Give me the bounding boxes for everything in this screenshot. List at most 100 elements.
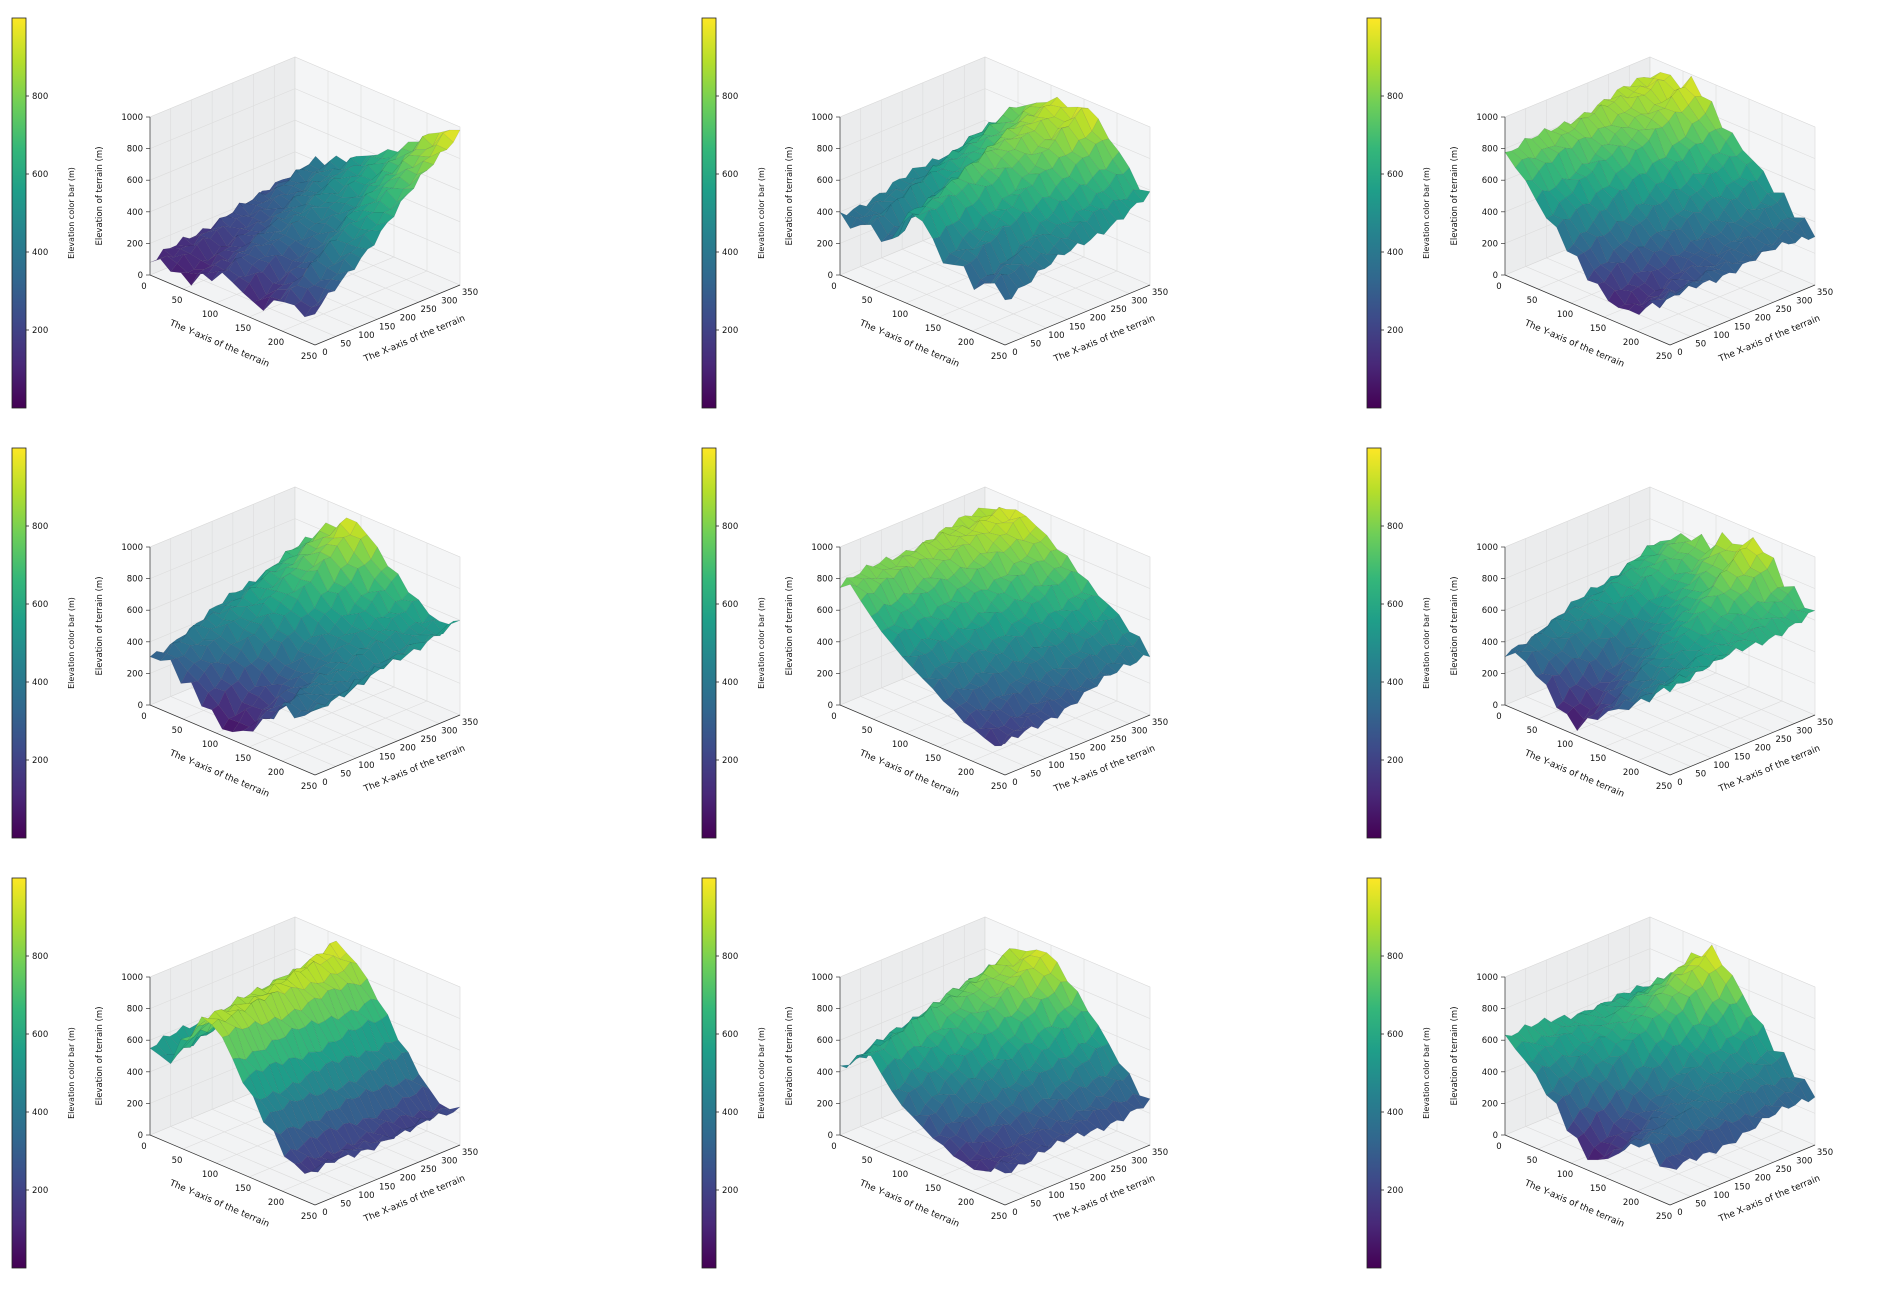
terrain-surface	[149, 129, 461, 318]
z-axis-label: Elevation of terrain (m)	[95, 146, 105, 245]
x-tick-label: 0	[1677, 1208, 1682, 1218]
x-tick-label: 100	[358, 1191, 374, 1201]
z-tick-label: 200	[1482, 239, 1498, 249]
terrain-surface-plot: 200 400 600 800 Elevation color bar (m) 0 200 4…	[11, 447, 478, 839]
x-tick-label: 50	[340, 339, 351, 349]
x-tick-label: 250	[420, 1165, 436, 1175]
colorbar	[701, 877, 717, 1269]
surface-facet	[443, 1106, 461, 1113]
z-tick-label: 400	[1482, 208, 1498, 218]
z-tick-label: 400	[127, 208, 143, 218]
x-tick-label: 200	[400, 314, 416, 324]
surface-facet	[1758, 244, 1777, 253]
terrain-surface-plot: 200 400 600 800 Elevation color bar (m) 0 200 4…	[701, 447, 1168, 839]
gridline	[149, 549, 296, 611]
x-tick-label: 300	[441, 297, 457, 307]
y-axis-line	[149, 1134, 316, 1206]
surface-facet	[1086, 1110, 1105, 1132]
y-tick-label: 250	[991, 782, 1007, 792]
surface-facet	[1033, 253, 1052, 270]
colorbar-tick-label: 600	[722, 170, 738, 180]
y-tick-label: 50	[862, 1156, 873, 1166]
x-tick-label: 250	[1110, 305, 1126, 315]
y-tick-label: 150	[1590, 1184, 1606, 1194]
z-tick-label: 600	[127, 176, 143, 186]
surface-facet	[1066, 1123, 1085, 1137]
z-tick-label: 0	[138, 701, 143, 711]
z-axis-label: Elevation of terrain (m)	[1450, 1006, 1460, 1105]
colorbar	[1366, 877, 1382, 1269]
gridline	[149, 948, 296, 1009]
gridline	[149, 151, 296, 213]
y-tick-label: 50	[172, 726, 183, 736]
surface-facet	[1751, 626, 1770, 646]
gridline	[971, 1130, 1118, 1192]
z-tick-label: 800	[127, 1005, 143, 1015]
z-tick-label: 200	[817, 239, 833, 249]
gridline	[860, 1126, 1026, 1197]
colorbar-tick-label: 800	[1387, 92, 1403, 102]
gridline	[149, 518, 296, 579]
z-tick-label: 0	[1493, 701, 1498, 711]
y-tick-label: 250	[301, 1212, 317, 1222]
z-tick-label: 400	[817, 1068, 833, 1078]
z-tick-label: 600	[127, 1036, 143, 1046]
terrain-surface-plot: 200 400 600 800 Elevation color bar (m) 0 200 4…	[701, 877, 1168, 1269]
z-tick-label: 200	[1482, 1099, 1498, 1109]
surface-facet	[1106, 663, 1124, 673]
x-tick-label: 100	[358, 331, 374, 341]
x-tick-label: 150	[1069, 322, 1085, 332]
x-tick-label: 300	[441, 1157, 457, 1167]
x-tick-label: 150	[1734, 1182, 1750, 1192]
colorbar-tick-label: 400	[1387, 1108, 1403, 1118]
x-tick-label: 350	[462, 288, 478, 298]
surface-facet	[1698, 1129, 1717, 1155]
surface-facet	[1126, 645, 1144, 663]
surface-facet	[1053, 697, 1072, 709]
z-axis-label: Elevation of terrain (m)	[1450, 146, 1460, 245]
y-tick-label: 100	[1557, 1170, 1573, 1180]
surface-facet	[1126, 1093, 1144, 1110]
z-tick-label: 0	[828, 701, 833, 711]
y-axis-line	[149, 274, 316, 346]
surface-facet	[1132, 189, 1151, 203]
surface-facet	[1771, 1097, 1789, 1109]
surface-facet	[304, 303, 323, 318]
terrain-surface	[149, 940, 461, 1174]
terrain-surface	[839, 96, 1151, 301]
z-tick-label: 800	[817, 575, 833, 585]
colorbar-tick-label: 800	[722, 92, 738, 102]
y-tick-label: 150	[1590, 324, 1606, 334]
x-tick-label: 300	[1796, 1157, 1812, 1167]
x-tick-label: 100	[1048, 331, 1064, 341]
y-axis-label: The Y-axis of the terrain	[857, 1178, 961, 1230]
y-tick-label: 250	[991, 1212, 1007, 1222]
x-tick-label: 200	[1755, 744, 1771, 754]
colorbar-tick-label: 200	[1387, 1186, 1403, 1196]
x-tick-label: 300	[1131, 297, 1147, 307]
y-axis-line	[1504, 704, 1671, 776]
colorbar	[1366, 17, 1382, 409]
x-tick-label: 350	[1817, 1148, 1833, 1158]
terrain-surface	[1504, 531, 1816, 732]
surface-facet	[1126, 189, 1144, 204]
z-tick-label: 1000	[121, 973, 143, 983]
surface-facet	[1106, 1100, 1124, 1122]
x-tick-label: 0	[322, 1208, 327, 1218]
terrain-surface-plot: 200 400 600 800 Elevation color bar (m) 0 200 4…	[1366, 877, 1833, 1269]
x-tick-label: 100	[1713, 1191, 1729, 1201]
colorbar-label: Elevation color bar (m)	[67, 597, 76, 689]
x-tick-label: 0	[1677, 348, 1682, 358]
surface-facet	[1007, 730, 1026, 739]
surface-facet	[1046, 245, 1065, 256]
z-tick-label: 1000	[1476, 973, 1498, 983]
x-tick-label: 150	[379, 1182, 395, 1192]
z-tick-label: 0	[828, 271, 833, 281]
y-axis-label: The Y-axis of the terrain	[1522, 748, 1626, 800]
x-tick-label: 100	[358, 761, 374, 771]
z-tick-label: 1000	[1476, 543, 1498, 553]
colorbar-tick-label: 600	[32, 600, 48, 610]
y-axis-label: The Y-axis of the terrain	[167, 1178, 271, 1230]
surface-facet	[436, 132, 454, 150]
gridline	[1525, 696, 1691, 767]
